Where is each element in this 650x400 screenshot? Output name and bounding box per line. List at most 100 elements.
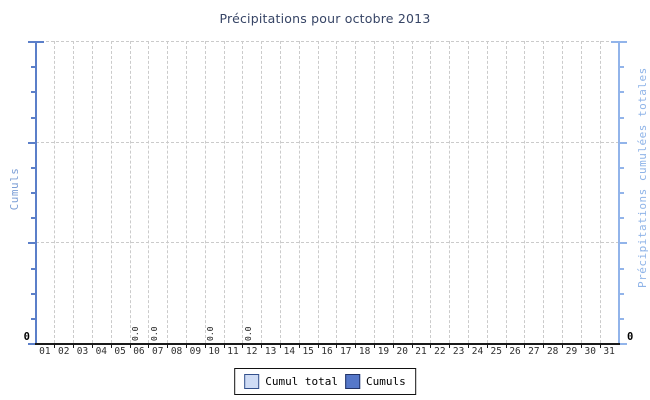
x-tick-label: 05	[114, 346, 126, 357]
x-tick-label: 23	[452, 346, 465, 357]
legend-entry-cumuls: Cumuls	[345, 374, 406, 389]
y-tick-zero-left: 0	[23, 331, 30, 343]
x-tick-label: 02	[57, 346, 70, 357]
vertical-gridline	[110, 41, 112, 343]
vertical-gridline	[223, 41, 225, 343]
vertical-gridline	[392, 41, 394, 343]
y-axis-right-corner	[610, 41, 619, 43]
bar-value-label: 0.0	[130, 326, 140, 341]
x-tick-label: 04	[95, 346, 108, 357]
vertical-gridline	[411, 41, 413, 343]
x-tick-label: 15	[302, 346, 314, 357]
horizontal-gridline	[35, 242, 619, 244]
x-tick	[524, 343, 526, 348]
y-axis-label-right: Précipitations cumulées totales	[636, 67, 649, 288]
vertical-gridline	[505, 41, 507, 343]
x-tick-label: 25	[490, 346, 502, 357]
vertical-gridline	[317, 41, 319, 343]
x-tick-label: 30	[584, 346, 596, 357]
chart-legend: Cumul total Cumuls	[234, 368, 416, 395]
vertical-gridline	[129, 41, 131, 343]
x-tick	[185, 343, 187, 348]
y-tick-left	[30, 66, 35, 69]
x-tick-label: 24	[471, 346, 484, 357]
y-tick-right	[619, 116, 624, 119]
y-tick-right	[619, 91, 624, 94]
x-tick-label: 07	[152, 346, 164, 357]
y-tick-right	[619, 217, 624, 220]
x-tick-label: 06	[133, 346, 145, 357]
x-tick-label: 26	[509, 346, 521, 357]
y-tick-left	[30, 317, 35, 320]
x-tick-label: 09	[189, 346, 202, 357]
x-tick	[580, 343, 582, 348]
y-tick-left	[27, 141, 35, 144]
x-tick	[392, 343, 394, 348]
x-tick	[73, 343, 75, 348]
x-tick-label: 18	[358, 346, 371, 357]
x-tick	[317, 343, 319, 348]
y-axis-right	[617, 41, 620, 344]
vertical-gridline	[355, 41, 357, 343]
legend-swatch-cumuls	[345, 374, 361, 389]
x-tick	[355, 343, 357, 348]
y-tick-left	[30, 267, 35, 270]
legend-swatch-cumul-total	[244, 374, 260, 389]
y-tick-right	[619, 166, 624, 169]
x-tick	[223, 343, 225, 348]
vertical-gridline	[204, 41, 206, 343]
y-axis-left	[34, 41, 37, 344]
vertical-gridline	[336, 41, 338, 343]
x-tick	[204, 343, 206, 348]
x-tick	[261, 343, 263, 348]
y-tick-left	[30, 292, 35, 295]
y-tick-left	[27, 41, 35, 43]
y-tick-right	[619, 242, 627, 245]
y-tick-left	[30, 91, 35, 94]
y-tick-right	[619, 141, 627, 144]
vertical-gridline	[468, 41, 470, 343]
y-tick-right	[619, 41, 627, 43]
y-tick-right	[619, 66, 624, 69]
vertical-gridline	[73, 41, 75, 343]
y-tick-left	[30, 217, 35, 220]
vertical-gridline	[242, 41, 244, 343]
bar-value-label: 0.0	[149, 326, 159, 341]
vertical-gridline	[54, 41, 56, 343]
y-tick-right	[619, 343, 627, 345]
vertical-gridline	[261, 41, 263, 343]
legend-label-cumuls: Cumuls	[366, 375, 406, 388]
y-tick-left	[27, 242, 35, 245]
vertical-gridline	[524, 41, 526, 343]
x-tick	[449, 343, 451, 348]
vertical-gridline	[185, 41, 187, 343]
x-tick-label: 14	[283, 346, 296, 357]
x-tick-label: 22	[434, 346, 446, 357]
y-tick-left	[27, 343, 35, 345]
x-tick	[148, 343, 150, 348]
x-tick	[167, 343, 169, 348]
x-tick	[91, 343, 93, 348]
x-tick	[543, 343, 545, 348]
x-tick	[599, 343, 601, 348]
vertical-gridline	[599, 41, 601, 343]
y-tick-left	[30, 192, 35, 194]
x-tick	[298, 343, 300, 348]
x-tick	[430, 343, 432, 348]
x-tick-label: 17	[340, 346, 352, 357]
horizontal-gridline	[35, 141, 619, 143]
x-tick	[129, 343, 131, 348]
vertical-gridline	[167, 41, 169, 343]
x-tick	[411, 343, 413, 348]
x-tick	[505, 343, 507, 348]
x-tick-label: 03	[76, 346, 89, 357]
vertical-gridline	[543, 41, 545, 343]
vertical-gridline	[279, 41, 281, 343]
vertical-gridline	[449, 41, 451, 343]
vertical-gridline	[486, 41, 488, 343]
x-tick	[242, 343, 244, 348]
x-tick-label: 16	[321, 346, 333, 357]
vertical-gridline	[430, 41, 432, 343]
x-tick	[486, 343, 488, 348]
x-tick	[110, 343, 112, 348]
